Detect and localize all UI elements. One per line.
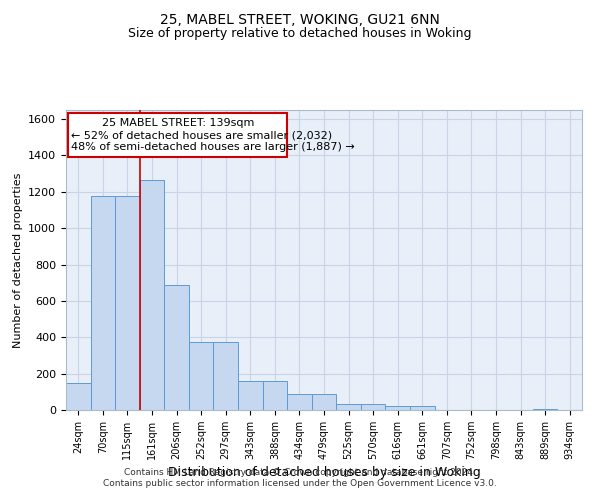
Bar: [140, 180, 164, 410]
Text: Size of property relative to detached houses in Woking: Size of property relative to detached ho…: [128, 28, 472, 40]
Bar: [214, 342, 238, 410]
Bar: [263, 381, 287, 410]
Bar: [68, 112, 287, 158]
Bar: [66, 382, 91, 410]
Bar: [361, 404, 385, 410]
Bar: [410, 406, 434, 410]
Text: ← 52% of detached houses are smaller (2,032): ← 52% of detached houses are smaller (2,…: [71, 130, 332, 140]
Bar: [238, 381, 263, 410]
Bar: [385, 406, 410, 410]
Bar: [336, 404, 361, 410]
Bar: [115, 196, 140, 410]
Bar: [287, 394, 312, 410]
Y-axis label: Number of detached properties: Number of detached properties: [13, 172, 23, 348]
Text: 25, MABEL STREET, WOKING, GU21 6NN: 25, MABEL STREET, WOKING, GU21 6NN: [160, 12, 440, 26]
Text: 48% of semi-detached houses are larger (1,887) →: 48% of semi-detached houses are larger (…: [71, 142, 355, 152]
Bar: [91, 196, 115, 410]
Bar: [312, 394, 336, 410]
Bar: [164, 284, 189, 410]
Bar: [189, 342, 214, 410]
Text: 25 MABEL STREET: 139sqm: 25 MABEL STREET: 139sqm: [101, 118, 254, 128]
Text: Contains HM Land Registry data © Crown copyright and database right 2024.
Contai: Contains HM Land Registry data © Crown c…: [103, 468, 497, 487]
X-axis label: Distribution of detached houses by size in Woking: Distribution of detached houses by size …: [167, 466, 481, 479]
Bar: [533, 409, 557, 410]
